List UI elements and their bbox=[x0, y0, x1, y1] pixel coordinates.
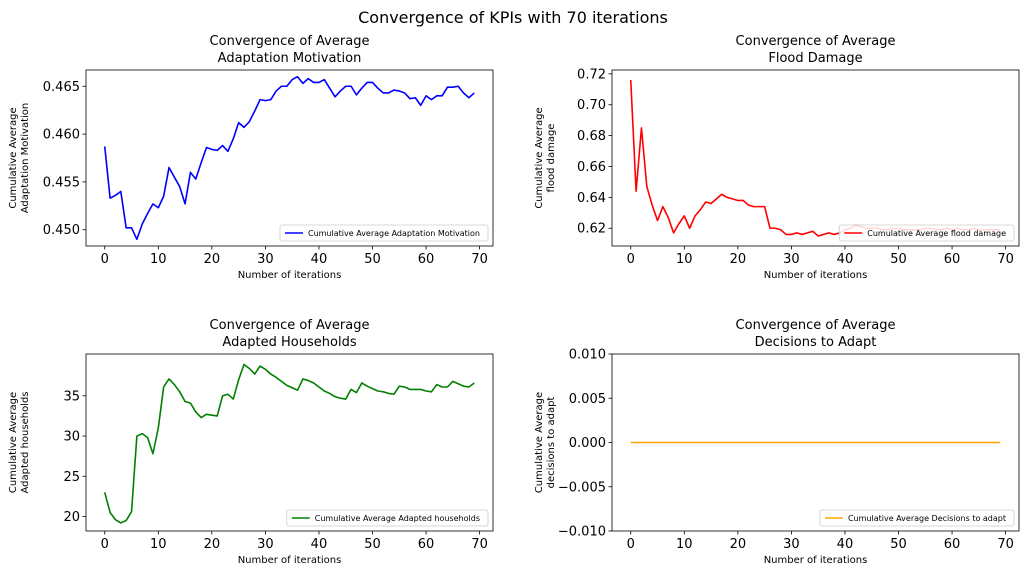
x-axis-label: Number of iterations bbox=[764, 555, 868, 566]
y-axis-label-line1: Cumulative Average bbox=[534, 392, 545, 493]
x-tick-label: 60 bbox=[944, 252, 961, 267]
x-tick-label: 30 bbox=[257, 252, 274, 267]
y-axis-label-line1: Cumulative Average bbox=[534, 107, 545, 208]
chart-title-line1: Convergence of Average bbox=[736, 34, 896, 49]
x-tick-label: 40 bbox=[837, 252, 854, 267]
chart-panel-adaptation-motivation: Convergence of Average Adaptation Motivat… bbox=[8, 34, 494, 281]
x-tick-label: 0 bbox=[627, 252, 635, 267]
y-axis-label-line2: Adapted households bbox=[20, 391, 31, 493]
x-tick-label: 30 bbox=[257, 537, 274, 552]
y-tick-label: 0.005 bbox=[569, 392, 606, 407]
y-tick-label: 0.455 bbox=[43, 175, 80, 190]
y-tick-label: 0.62 bbox=[577, 222, 606, 237]
plot-frame bbox=[85, 69, 494, 247]
x-tick-label: 0 bbox=[627, 537, 635, 552]
legend-box bbox=[838, 224, 1015, 242]
legend-box bbox=[286, 509, 489, 527]
x-tick-label: 10 bbox=[150, 537, 167, 552]
y-tick-label: 0.70 bbox=[577, 98, 606, 113]
y-tick-label: −0.005 bbox=[558, 480, 606, 495]
chart-title-line2: Decisions to Adapt bbox=[755, 335, 877, 350]
x-tick-label: 20 bbox=[204, 537, 221, 552]
legend: Cumulative Average Adaptation Motivation bbox=[279, 224, 489, 242]
x-tick-label: 50 bbox=[890, 537, 907, 552]
series-line-flood-damage bbox=[629, 80, 1001, 237]
chart-title-line1: Convergence of Average bbox=[210, 318, 370, 333]
x-tick-label: 70 bbox=[471, 537, 488, 552]
y-tick-label: 0.64 bbox=[577, 191, 606, 206]
y-tick-label: 20 bbox=[63, 510, 80, 525]
plot-frame bbox=[85, 353, 494, 532]
chart-title-line2: Flood Damage bbox=[768, 51, 862, 66]
legend: Cumulative Average Adapted households bbox=[286, 509, 489, 527]
chart-panel-decisions-to-adapt: Convergence of Average Decisions to Adapt… bbox=[534, 318, 1020, 566]
chart-title-line1: Convergence of Average bbox=[210, 34, 370, 49]
x-axis-label: Number of iterations bbox=[238, 270, 342, 281]
series-line-adaptation-motivation bbox=[103, 75, 475, 241]
x-tick-label: 20 bbox=[730, 252, 747, 267]
x-tick-label: 40 bbox=[311, 537, 328, 552]
y-tick-label: 0.450 bbox=[43, 223, 80, 238]
x-tick-label: 70 bbox=[997, 252, 1014, 267]
x-tick-label: 20 bbox=[204, 252, 221, 267]
legend-box bbox=[819, 509, 1015, 527]
x-tick-label: 50 bbox=[364, 252, 381, 267]
x-axis-label: Number of iterations bbox=[238, 555, 342, 566]
legend: Cumulative Average Decisions to adapt bbox=[819, 509, 1015, 527]
figure-title: Convergence of KPIs with 70 iterations bbox=[358, 8, 668, 27]
chart-title-line2: Adaptation Motivation bbox=[218, 51, 362, 66]
legend-label: Cumulative Average Adapted households bbox=[315, 514, 480, 523]
x-tick-label: 10 bbox=[676, 537, 693, 552]
x-tick-label: 10 bbox=[150, 252, 167, 267]
y-tick-label: 0.000 bbox=[569, 436, 606, 451]
chart-title-line1: Convergence of Average bbox=[736, 318, 896, 333]
y-axis-label-line1: Cumulative Average bbox=[8, 392, 19, 493]
x-tick-label: 40 bbox=[311, 252, 328, 267]
y-axis-label-line2: decisions to adapt bbox=[546, 397, 557, 489]
y-tick-label: 0.010 bbox=[569, 348, 606, 363]
legend-label: Cumulative Average flood damage bbox=[867, 229, 1006, 238]
x-tick-label: 20 bbox=[730, 537, 747, 552]
y-tick-label: 0.460 bbox=[43, 128, 80, 143]
y-tick-label: 0.465 bbox=[43, 80, 80, 95]
y-tick-label: 0.68 bbox=[577, 129, 606, 144]
y-tick-label: −0.010 bbox=[558, 525, 606, 540]
chart-panel-adapted-households: Convergence of Average Adapted Households… bbox=[8, 318, 494, 566]
chart-panel-flood-damage: Convergence of Average Flood Damage 0 10 20 3… bbox=[534, 34, 1020, 281]
x-tick-label: 60 bbox=[418, 252, 435, 267]
y-axis-label-line2: flood damage bbox=[546, 124, 557, 193]
x-tick-label: 70 bbox=[471, 252, 488, 267]
y-tick-label: 35 bbox=[63, 389, 80, 404]
legend-label: Cumulative Average Adaptation Motivation bbox=[308, 229, 480, 238]
y-tick-label: 0.66 bbox=[577, 160, 606, 175]
x-tick-label: 30 bbox=[783, 537, 800, 552]
y-axis-label-line1: Cumulative Average bbox=[8, 107, 19, 208]
x-tick-label: 0 bbox=[101, 252, 109, 267]
x-tick-label: 30 bbox=[783, 252, 800, 267]
x-tick-label: 70 bbox=[997, 537, 1014, 552]
x-tick-label: 0 bbox=[101, 537, 109, 552]
x-tick-label: 60 bbox=[418, 537, 435, 552]
chart-title-line2: Adapted Households bbox=[222, 335, 356, 350]
y-axis-label-line2: Adaptation Motivation bbox=[20, 103, 31, 214]
series-line-adapted-households bbox=[103, 363, 475, 524]
x-tick-label: 40 bbox=[837, 537, 854, 552]
y-tick-label: 0.72 bbox=[577, 67, 606, 82]
x-axis-label: Number of iterations bbox=[764, 270, 868, 281]
legend: Cumulative Average flood damage bbox=[838, 224, 1015, 242]
y-tick-label: 30 bbox=[63, 430, 80, 445]
x-tick-label: 10 bbox=[676, 252, 693, 267]
y-tick-label: 25 bbox=[63, 470, 80, 485]
x-tick-label: 60 bbox=[944, 537, 961, 552]
legend-box bbox=[279, 224, 489, 242]
legend-label: Cumulative Average Decisions to adapt bbox=[848, 514, 1006, 523]
x-tick-label: 50 bbox=[364, 537, 381, 552]
x-tick-label: 50 bbox=[890, 252, 907, 267]
plot-frame bbox=[611, 69, 1020, 247]
